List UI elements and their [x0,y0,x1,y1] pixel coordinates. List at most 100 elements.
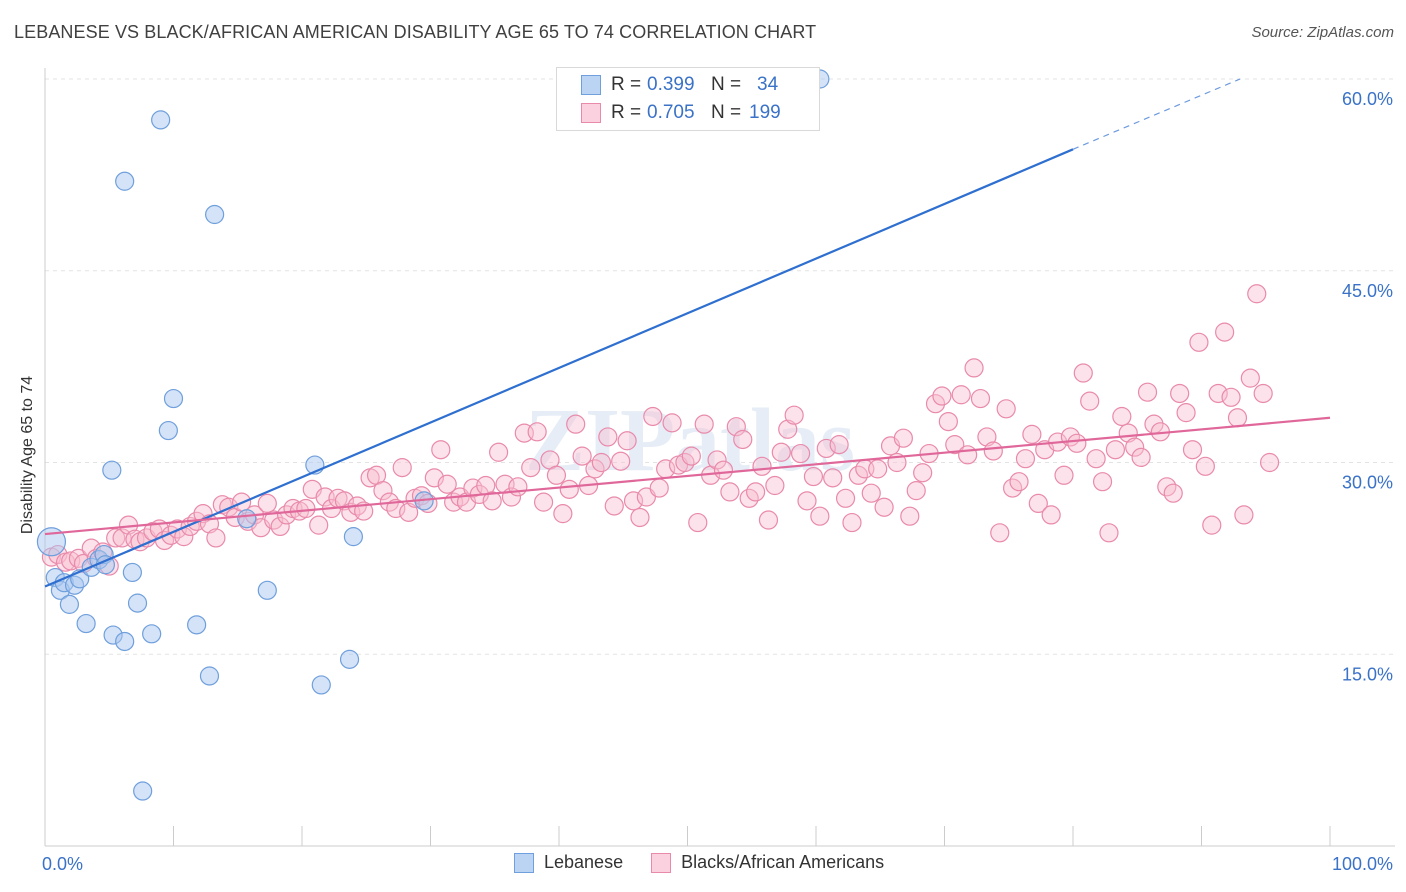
legend-item-lebanese[interactable]: Lebanese [514,852,623,873]
black-point [810,506,830,526]
n-value: 34 [757,74,779,95]
lebanese-point [311,675,331,695]
black-point [694,414,714,434]
lebanese-swatch [581,75,601,95]
black-point [1131,447,1151,467]
black-point [752,456,772,476]
legend-item-black[interactable]: Blacks/African Americans [651,852,884,873]
black-point [803,466,824,487]
black-point [527,422,547,442]
black-point [707,450,727,470]
black-point [1260,452,1280,473]
black-point [296,498,316,519]
lebanese-swatch [514,852,534,873]
source-label: Source: ZipAtlas.com [1251,24,1394,41]
chart-title: LEBANESE VS BLACK/AFRICAN AMERICAN DISAB… [14,22,817,42]
black-point [733,429,753,450]
black-point [688,512,708,533]
lebanese-trend-line [44,148,1074,588]
black-point [508,477,528,497]
black-point [746,482,766,502]
black-point [1215,322,1235,342]
black-point [399,502,419,522]
black-point [893,428,913,448]
black-point [835,488,856,508]
y-tick-label: 60.0% [1342,89,1393,109]
black-point [598,427,618,447]
black-point [1125,437,1145,457]
black-point [1092,472,1113,492]
black-point [964,358,984,378]
lebanese-point [199,666,220,686]
black-point [1015,449,1036,469]
black-point [1189,332,1209,352]
black-point [1240,368,1260,388]
lebanese-point [127,593,148,613]
black-point [437,474,457,494]
black-point [758,510,779,530]
black-point [1208,383,1228,404]
black-point [662,413,682,433]
lebanese-point [343,527,363,547]
black-point [334,491,355,511]
axes [44,68,1395,847]
black-point [932,386,952,406]
black-point [823,468,843,488]
black-point [489,442,509,462]
black-point [868,459,888,479]
black-point [1137,382,1158,402]
black-point [1247,284,1267,304]
black-point [771,442,791,462]
r-value: 0.399 [647,74,695,95]
series-legend: Lebanese Blacks/African Americans [514,852,912,873]
lebanese-point [257,580,277,600]
black-point [257,493,277,514]
lebanese-point [339,649,360,669]
n-label: N = [711,102,742,123]
black-point [1112,406,1132,427]
black-point [990,523,1010,543]
black-point [630,507,650,528]
black-point [482,491,502,511]
black-point [386,498,406,519]
black-point [431,440,451,460]
lebanese-point [205,204,225,225]
r-value: 0.705 [647,102,695,123]
black-point [925,394,946,414]
black-point [559,479,579,499]
lebanese-point [163,388,184,409]
black-point [951,385,971,405]
black-point [649,478,669,498]
black-point [1170,383,1190,404]
black-point [816,438,836,459]
black-point [1041,505,1061,525]
black-point [1099,523,1119,543]
x-tick-label: 100.0% [1332,854,1393,874]
black-point [1182,440,1203,460]
lebanese-points [36,69,830,801]
lebanese-point [237,509,257,529]
legend-row-black: R = 0.705 N = 199 [581,101,781,125]
black-point [829,435,849,455]
black-point [1009,472,1029,492]
lebanese-point [151,110,171,130]
lebanese-point [133,781,153,801]
black-point [784,405,804,425]
black-point [591,452,612,473]
black-point [765,475,785,496]
black-point [983,441,1003,461]
lebanese-point [158,420,178,441]
y-tick-label: 45.0% [1342,281,1393,301]
black-point [553,504,573,524]
lebanese-trend-extension [1072,78,1241,150]
black-point [958,445,978,465]
lebanese-point [76,613,96,634]
black-swatch [581,103,601,123]
black-point [392,458,412,478]
black-point [1022,424,1042,444]
black-point [106,528,126,548]
black-point [1118,423,1138,443]
y-tick-label: 30.0% [1342,473,1393,493]
black-point [861,483,881,503]
